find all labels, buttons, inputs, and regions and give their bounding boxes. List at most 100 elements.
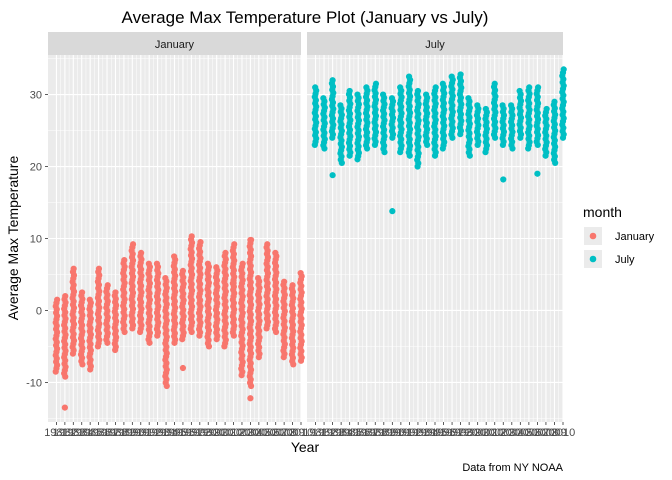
y-tick-label: 30 (30, 90, 42, 102)
point-july (474, 102, 481, 109)
point-july (448, 73, 455, 80)
legend-label-july: July (615, 254, 635, 266)
x-tick-label: 2009 (280, 427, 304, 439)
x-tick-label: 1984 (69, 427, 93, 439)
outlier-point-january (179, 364, 187, 372)
outlier-point-january (61, 404, 68, 411)
point-july (465, 95, 472, 102)
point-january (121, 256, 128, 264)
x-tick-label: 1983 (320, 427, 344, 439)
x-tick-label: 1988 (363, 427, 387, 439)
x-tick-label: 1989 (372, 427, 396, 439)
x-tick-label: 2010 (551, 427, 575, 439)
x-tick-label: 1984 (329, 427, 353, 439)
x-tick-label: 2006 (255, 427, 279, 439)
x-tick-label: 1993 (406, 427, 430, 439)
point-july (380, 91, 387, 98)
x-tick-label: 1982 (53, 427, 77, 439)
point-july (423, 91, 430, 98)
x-tick-label: 1996 (171, 427, 195, 439)
x-tick-label: 2002 (221, 427, 245, 439)
legend-entry-january: January (584, 227, 655, 245)
x-tick-label: 1988 (103, 427, 127, 439)
points-july (311, 66, 567, 215)
point-july (491, 80, 498, 87)
x-axis-july: 1981198219831984198519861987198819891990… (303, 422, 575, 439)
x-tick-label: 1990 (380, 427, 404, 439)
legend: month January July (583, 204, 655, 268)
point-january (188, 233, 195, 240)
x-tick-label: 2007 (263, 427, 287, 439)
outlier-point-january (247, 395, 254, 402)
point-january (213, 264, 220, 271)
point-january (289, 282, 296, 289)
outlier-point-january (230, 280, 237, 287)
point-january (197, 238, 204, 246)
point-july (516, 87, 523, 95)
y-axis: -10 0 10 20 30 (26, 90, 48, 389)
x-tick-label: 2007 (525, 427, 549, 439)
point-july (405, 73, 413, 80)
x-tick-label: 1983 (61, 427, 85, 439)
x-axis-title: Year (291, 439, 320, 455)
x-tick-label: 2009 (542, 427, 566, 439)
x-tick-label: 1987 (354, 427, 378, 439)
x-tick-label: 2002 (482, 427, 506, 439)
x-tick-label: 1994 (154, 427, 178, 439)
x-tick-label: 1987 (95, 427, 119, 439)
x-tick-label: 2010 (289, 427, 313, 439)
point-january (112, 289, 119, 296)
x-tick-label: 1981 (44, 427, 68, 439)
point-january (70, 265, 77, 272)
chart-caption: Data from NY NOAA (462, 462, 563, 474)
point-january (153, 260, 161, 267)
x-tick-label: 1985 (78, 427, 102, 439)
x-tick-label: 1986 (86, 427, 110, 439)
facet-strip-july (307, 32, 563, 55)
point-january (222, 249, 229, 256)
outlier-point-july (534, 170, 541, 177)
x-tick-label: 1998 (448, 427, 472, 439)
x-tick-label: 1981 (303, 427, 327, 439)
x-tick-label: 1986 (346, 427, 370, 439)
facet-label-january: January (155, 39, 195, 51)
x-tick-label: 1995 (423, 427, 447, 439)
y-tick-label: 20 (30, 162, 42, 174)
point-july (535, 84, 542, 91)
point-january (281, 278, 288, 285)
x-tick-label: 2003 (491, 427, 515, 439)
point-july (526, 84, 533, 91)
point-january (239, 260, 246, 267)
point-july (397, 84, 404, 91)
x-tick-label: 1994 (414, 427, 438, 439)
x-tick-label: 2005 (247, 427, 271, 439)
legend-dot-january (589, 232, 597, 240)
x-tick-label: 2000 (465, 427, 489, 439)
y-tick-label: -10 (26, 377, 42, 389)
y-axis-title: Average Max Temperature (5, 156, 21, 321)
point-january (95, 265, 103, 272)
point-january (231, 241, 238, 248)
point-july (560, 66, 567, 73)
x-tick-label: 1997 (440, 427, 464, 439)
facet-panel-july: July (307, 32, 567, 422)
facet-panel-january: January (48, 32, 305, 422)
y-tick-label: 10 (30, 234, 42, 246)
point-july (432, 84, 439, 91)
x-tick-label: 2000 (204, 427, 228, 439)
point-july (312, 84, 319, 91)
point-july (354, 91, 361, 98)
outlier-point-january (247, 236, 254, 244)
legend-label-january: January (615, 231, 655, 243)
point-july (439, 80, 446, 87)
x-tick-label: 1998 (188, 427, 212, 439)
legend-dot-july (589, 255, 597, 263)
point-july (499, 102, 506, 109)
x-tick-label: 1997 (179, 427, 203, 439)
point-july (363, 84, 370, 91)
point-july (508, 102, 515, 109)
x-tick-label: 2006 (517, 427, 541, 439)
point-january (255, 274, 262, 282)
x-tick-label: 2003 (230, 427, 254, 439)
gridlines-january (48, 55, 302, 422)
